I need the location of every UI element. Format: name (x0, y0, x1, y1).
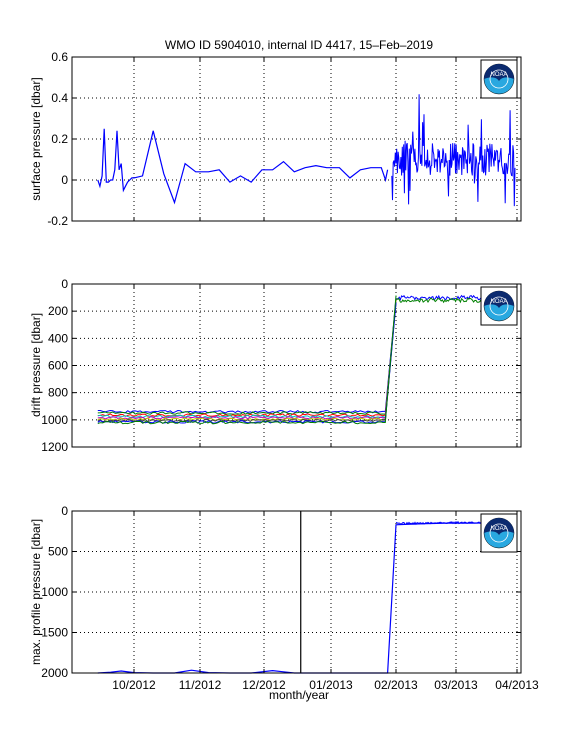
grid (72, 511, 521, 673)
series-line (97, 298, 397, 420)
x-tick-label: 02/2013 (374, 678, 418, 692)
logo-ring (489, 296, 509, 316)
series-line (97, 521, 516, 674)
series-line (97, 299, 397, 421)
logo-sky (484, 64, 514, 81)
y-tick-label: 800 (48, 386, 68, 400)
x-tick-label: 11/2012 (179, 678, 222, 692)
ylabel-drift-pressure: drift pressure [dbar] (29, 313, 43, 417)
y-tick-label: 1000 (41, 413, 68, 427)
chart-title: WMO ID 5904010, internal ID 4417, 15–Feb… (165, 38, 433, 52)
grid (72, 57, 521, 221)
ylabel-max-profile-pressure: max. profile pressure [dbar] (29, 519, 43, 665)
axes: -0.2 0 0.2 0.4 0.6 (47, 50, 522, 228)
y-tick-label: 0.6 (51, 50, 68, 64)
x-axis-label: month/year (269, 688, 329, 702)
y-tick-label: 0.2 (51, 132, 68, 146)
grid (72, 284, 521, 447)
panel-max-profile-pressure: max. profile pressure [dbar] 0 500 1000 150… (29, 504, 539, 692)
series-line (97, 128, 389, 205)
noaa-logo: NOAA (480, 286, 518, 326)
x-tick-label: 04/2013 (495, 678, 539, 692)
axes: 0 500 1000 1500 2000 (41, 504, 522, 680)
series-line (97, 302, 397, 417)
logo-sky (484, 291, 514, 308)
logo-sky (484, 518, 514, 535)
series-line (97, 302, 397, 424)
y-tick-label: 500 (48, 545, 68, 559)
series-noise (391, 94, 516, 207)
panel-surface-pressure: surface pressure [dbar] -0.2 0 0.2 0.4 0.6 N… (29, 50, 522, 228)
plot-frame (71, 56, 522, 222)
logo-ring (489, 69, 509, 89)
x-tick-label: 10/2012 (112, 678, 156, 692)
y-tick-label: 400 (48, 331, 68, 345)
series-line (97, 297, 515, 415)
y-tick-label: 200 (48, 304, 68, 318)
x-tick-label: 03/2013 (434, 678, 478, 692)
logo-text: NOAA (490, 72, 507, 78)
y-tick-label: 0 (61, 277, 68, 291)
plot-frame (71, 510, 522, 674)
y-tick-label: 1200 (41, 440, 68, 454)
y-tick-label: 1500 (41, 626, 68, 640)
y-tick-label: -0.2 (47, 214, 68, 228)
series-line (97, 302, 397, 423)
noaa-logo: NOAA (480, 59, 518, 99)
y-tick-label: 2000 (41, 666, 68, 680)
panel-drift-pressure: drift pressure [dbar] 0 200 400 600 800 1000 1… (29, 277, 522, 454)
axes: 0 200 400 600 800 1000 1200 (41, 277, 522, 454)
y-tick-label: 0.4 (51, 91, 68, 105)
series-line (97, 294, 515, 414)
x-tick-label: 12/2012 (242, 678, 286, 692)
series-line (97, 295, 397, 425)
plot-frame (71, 283, 522, 448)
plot-data (97, 94, 516, 207)
noaa-logo: NOAA (480, 513, 518, 553)
y-tick-label: 0 (61, 504, 68, 518)
y-tick-label: 600 (48, 359, 68, 373)
y-tick-label: 1000 (41, 585, 68, 599)
ylabel-surface-pressure: surface pressure [dbar] (29, 77, 43, 200)
plot-data (97, 294, 515, 425)
logo-ring (489, 523, 509, 543)
x-tick-labels: 10/2012 11/2012 12/2012 01/2013 02/2013 03/20… (112, 678, 539, 692)
x-tick-label: 01/2013 (309, 678, 353, 692)
y-tick-label: 0 (61, 173, 68, 187)
logo-text: NOAA (490, 299, 507, 305)
logo-text: NOAA (490, 526, 507, 532)
series-line (97, 301, 397, 419)
